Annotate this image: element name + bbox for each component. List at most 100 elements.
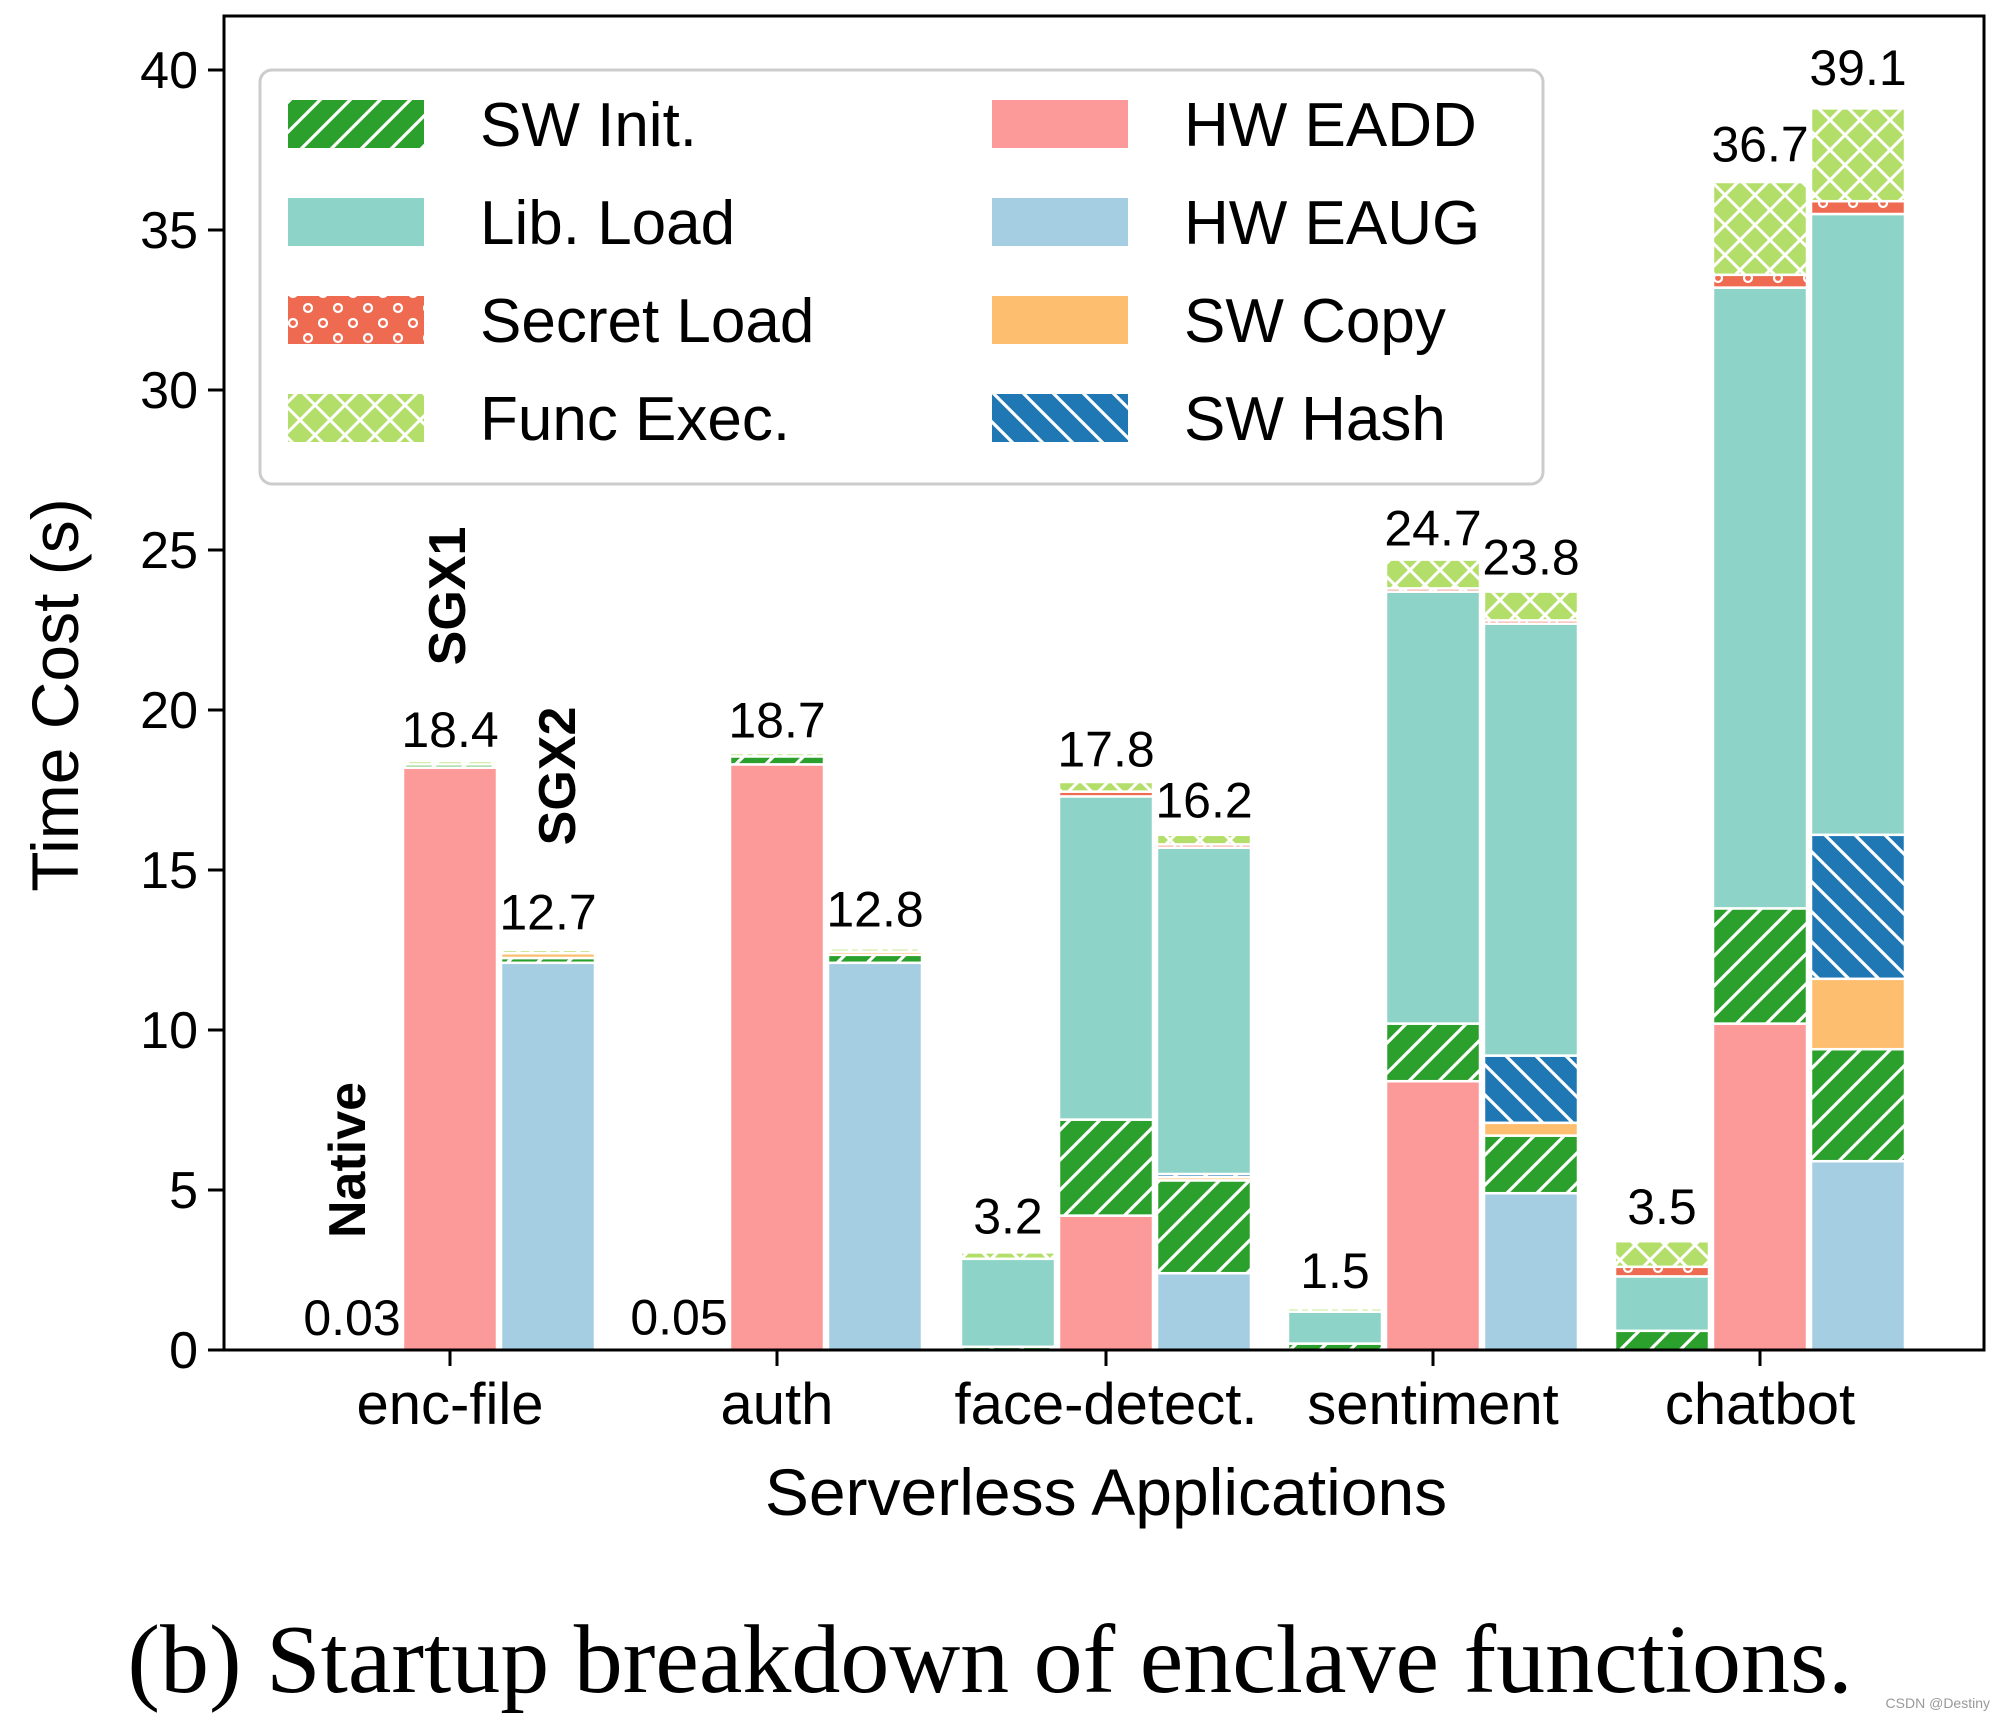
variant-label-sgx1: SGX1 <box>419 527 477 666</box>
labels-layer: 0.03 18.4 12.7 0.05 18.7 12.8 3.2 17.816.2 1.5 24… <box>303 40 1906 1346</box>
segment-lib_load <box>959 1257 1057 1349</box>
segment-func_exec <box>1057 780 1155 793</box>
y-tick-label: 35 <box>140 202 198 260</box>
total-label: 16.2 <box>1155 773 1252 829</box>
x-tick-label: sentiment <box>1307 1372 1558 1437</box>
total-label: 3.2 <box>973 1189 1043 1245</box>
bar-chatbot-native <box>1613 1239 1711 1352</box>
legend-label: Secret Load <box>480 287 814 356</box>
total-label: 3.5 <box>1627 1179 1697 1235</box>
legend-swatch <box>992 394 1128 442</box>
segment-hw_eaug <box>1809 1159 1907 1352</box>
x-tick-label: auth <box>721 1372 834 1437</box>
segment-sw_init <box>1711 907 1809 1025</box>
total-label: 0.03 <box>303 1290 400 1346</box>
segment-func_exec <box>401 759 499 766</box>
legend-item-hw_eadd: HW EADD <box>992 91 1477 160</box>
total-label: 12.8 <box>826 881 923 937</box>
total-label: 18.7 <box>728 693 825 749</box>
segment-sw_copy <box>1482 1121 1580 1137</box>
bars-layer <box>303 107 1907 1352</box>
legend-swatch <box>288 296 424 344</box>
legend: SW Init. Lib. Load Secret Load Func Exec. HW… <box>258 68 1545 486</box>
total-label: 39.1 <box>1809 40 1906 96</box>
y-tick-label: 40 <box>140 42 198 100</box>
segment-func_exec <box>1384 558 1482 590</box>
segment-hw_eadd <box>1711 1022 1809 1352</box>
segment-lib_load <box>1482 622 1580 1057</box>
segment-hw_eadd <box>401 766 499 1352</box>
y-axis-title: Time Cost (s) <box>18 498 92 892</box>
legend-label: Func Exec. <box>480 385 790 454</box>
segment-func_exec <box>1711 180 1809 277</box>
bar-enc-file-sgx1 <box>401 759 499 1352</box>
legend-item-lib_load: Lib. Load <box>288 189 735 258</box>
bar-auth-sgx2 <box>826 947 924 1352</box>
total-label: 12.7 <box>499 885 596 941</box>
legend-swatch <box>288 198 424 246</box>
total-label: 17.8 <box>1057 721 1154 777</box>
plot-frame <box>222 14 1986 1352</box>
legend-item-sw_hash: SW Hash <box>992 385 1446 454</box>
segment-func_exec <box>826 947 924 953</box>
y-tick-label: 10 <box>140 1002 198 1060</box>
segment-secret_load <box>1711 273 1809 289</box>
segment-func_exec <box>1613 1239 1711 1269</box>
segment-lib_load <box>1711 286 1809 910</box>
segment-lib_load <box>1057 795 1155 1121</box>
segment-lib_load <box>1809 212 1907 837</box>
axes-layer: 0 5 10 15 20 25 30 35 40 enc-file auth face-detect.… <box>140 14 1986 1437</box>
x-tick-label: face-detect. <box>954 1372 1257 1437</box>
segment-func_exec <box>1809 107 1907 203</box>
variant-label-sgx2: SGX2 <box>529 707 587 846</box>
segment-sw_init <box>1613 1329 1711 1352</box>
segment-hw_eaug <box>826 961 924 1352</box>
bar-face-detect.-native <box>959 1251 1057 1352</box>
segment-func_exec <box>1286 1307 1384 1313</box>
segment-func_exec <box>959 1251 1057 1261</box>
total-label: 36.7 <box>1711 117 1808 173</box>
legend-item-hw_eaug: HW EAUG <box>992 189 1480 258</box>
segment-sw_init <box>1482 1134 1580 1195</box>
legend-label: Lib. Load <box>480 189 735 258</box>
y-tick-label: 20 <box>140 682 198 740</box>
legend-swatch <box>992 100 1128 148</box>
legend-label: HW EADD <box>1184 91 1477 160</box>
segment-secret_load <box>1613 1265 1711 1278</box>
segment-secret_load <box>1809 199 1907 216</box>
x-tick-label: enc-file <box>357 1372 544 1437</box>
segment-sw_hash <box>1809 833 1907 981</box>
y-tick-label: 0 <box>169 1322 198 1380</box>
y-tick-label: 30 <box>140 362 198 420</box>
legend-swatch <box>288 394 424 442</box>
legend-label: SW Init. <box>480 91 697 160</box>
total-label: 24.7 <box>1384 501 1481 557</box>
bar-enc-file-sgx2 <box>499 948 597 1352</box>
segment-hw_eaug <box>1155 1271 1253 1352</box>
x-axis-title: Serverless Applications <box>765 1455 1447 1529</box>
segment-lib_load <box>1286 1310 1384 1345</box>
segment-sw_init <box>1155 1179 1253 1275</box>
legend-item-sw_copy: SW Copy <box>992 287 1446 356</box>
bar-sentiment-sgx1 <box>1384 558 1482 1352</box>
watermark: CSDN @Destiny <box>1886 1695 1990 1711</box>
segment-lib_load <box>1155 846 1253 1176</box>
total-label: 1.5 <box>1300 1243 1370 1299</box>
legend-swatch <box>288 100 424 148</box>
segment-hw_eaug <box>499 961 597 1352</box>
y-tick-label: 5 <box>169 1162 198 1220</box>
legend-swatch <box>992 198 1128 246</box>
segment-hw_eadd <box>1057 1214 1155 1352</box>
segment-hw_eadd <box>1384 1079 1482 1352</box>
bar-face-detect.-sgx1 <box>1057 780 1155 1352</box>
legend-swatch <box>992 296 1128 344</box>
legend-item-func_exec: Func Exec. <box>288 385 790 454</box>
total-label: 18.4 <box>401 702 498 758</box>
segment-func_exec <box>1482 590 1580 622</box>
bar-face-detect.-sgx2 <box>1155 833 1253 1352</box>
bar-auth-sgx1 <box>728 751 826 1352</box>
legend-label: SW Copy <box>1184 287 1446 356</box>
y-tick-label: 25 <box>140 522 198 580</box>
segment-hw_eaug <box>1482 1191 1580 1352</box>
segment-sw_init <box>1384 1022 1482 1083</box>
